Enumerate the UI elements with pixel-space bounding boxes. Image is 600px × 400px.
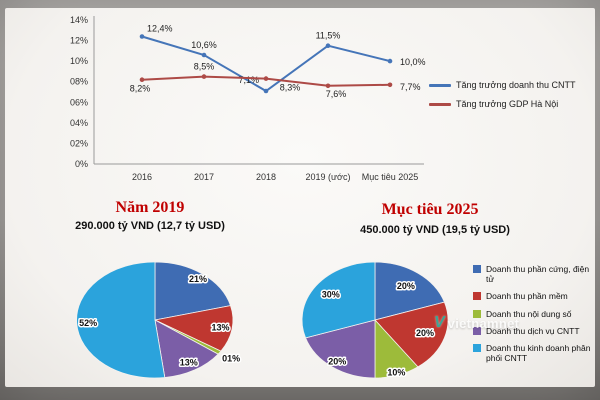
- data-point-marker: [387, 82, 393, 88]
- data-point-marker: [201, 52, 207, 58]
- pie-slice: [154, 319, 219, 378]
- pie-slice-label: 20%: [397, 281, 415, 291]
- y-tick-label: 0%: [75, 159, 88, 169]
- line-legend-label: Tăng trưởng doanh thu CNTT: [456, 80, 576, 90]
- line-legend-swatch: [429, 83, 451, 87]
- data-point-label: 8,5%: [194, 62, 215, 72]
- data-point-marker: [139, 34, 145, 39]
- line-legend-item: Tăng trưởng doanh thu CNTT: [429, 80, 575, 90]
- pie-legend-item: Doanh thu dịch vụ CNTT: [473, 326, 599, 336]
- data-point-marker: [263, 76, 269, 81]
- pie-slice: [301, 261, 376, 339]
- pie-2019-svg: 21% 13% 01% 13% 52%: [76, 261, 242, 379]
- pie-legend-label: Doanh thu phần cứng, điện tử: [486, 264, 590, 285]
- x-category-label: Mục tiêu 2025: [362, 172, 419, 182]
- pie-slice-label: 52%: [79, 318, 97, 328]
- line-legend-label: Tăng trưởng GDP Hà Nội: [456, 99, 559, 109]
- pie-legend-item: Doanh thu kinh doanh phân phối CNTT: [473, 343, 599, 363]
- pie-slice: [374, 301, 449, 368]
- data-point-marker: [201, 74, 207, 79]
- pie-slice: [305, 319, 376, 379]
- line-chart-svg: 14% 12% 10% 08% 06% 04% 02% 0% 2016 2017 2018 2019 …: [70, 15, 426, 182]
- pie-slice-label: 13%: [211, 323, 229, 333]
- pie-slice-label: 13%: [180, 357, 198, 367]
- y-tick-label: 14%: [70, 15, 88, 25]
- line-legend-item: Tăng trưởng GDP Hà Nội: [429, 99, 569, 109]
- pie-legend-label: Doanh thu kinh doanh phân phối CNTT: [486, 342, 591, 364]
- y-tick-label: 02%: [70, 138, 88, 148]
- pie-2019-subtitle: 290.000 tỷ VND (12,7 tỷ USD): [75, 220, 225, 232]
- data-point-marker: [325, 43, 331, 48]
- pie-slice-label: 01%: [222, 354, 240, 364]
- pie-slice-label: 30%: [322, 289, 340, 299]
- data-point-label: 7,6%: [326, 89, 347, 99]
- pie-legend: Doanh thu phần cứng, điện tử Doanh thu ph…: [473, 264, 599, 370]
- pie-legend-item: Doanh thu phần cứng, điện tử: [473, 264, 599, 284]
- line-chart-legend: Tăng trưởng doanh thu CNTT Tăng trưởng GD…: [429, 80, 575, 118]
- data-point-marker: [325, 83, 331, 89]
- pie-2019-title: Năm 2019: [115, 199, 185, 216]
- y-tick-label: 06%: [70, 97, 88, 107]
- data-point-label: 8,2%: [130, 84, 151, 94]
- pie-legend-item: Doanh thu nội dung số: [473, 309, 599, 319]
- data-point-marker: [139, 77, 145, 82]
- x-category-label: 2016: [132, 172, 152, 182]
- pie-legend-swatch: [473, 343, 481, 352]
- data-point-marker: [387, 58, 393, 64]
- slide: 14% 12% 10% 08% 06% 04% 02% 0% 2016 2017 2018 2019 …: [5, 8, 595, 387]
- pie-legend-swatch: [473, 292, 481, 301]
- pie-slice-label: 10%: [387, 367, 405, 377]
- data-point-label: 7,7%: [400, 82, 421, 92]
- y-tick-label: 04%: [70, 118, 88, 128]
- pie-legend-label: Doanh thu phần mềm: [486, 291, 568, 302]
- x-category-label: 2017: [194, 172, 214, 182]
- data-point-label: 10,6%: [191, 40, 217, 50]
- pie-2025-subtitle: 450.000 tỷ VND (19,5 tỷ USD): [360, 224, 510, 236]
- pie-slice: [154, 261, 232, 321]
- pie-slice: [76, 261, 166, 379]
- pie-legend-swatch: [473, 326, 481, 335]
- x-category-label: 2018: [256, 172, 276, 182]
- pie-legend-item: Doanh thu phần mềm: [473, 291, 599, 301]
- y-tick-label: 08%: [70, 77, 88, 87]
- data-point-label: 10,0%: [400, 57, 426, 67]
- pie-slice-label: 20%: [328, 356, 346, 366]
- y-tick-label: 12%: [70, 36, 88, 46]
- y-tick-label: 10%: [70, 56, 88, 66]
- data-point-label: 11,5%: [316, 31, 341, 41]
- data-point-label: 7,1%: [238, 75, 259, 85]
- series-line: [141, 35, 391, 93]
- line-legend-swatch: [429, 102, 451, 106]
- pie-legend-swatch: [473, 265, 481, 273]
- pie-2025-svg: 20% 20% 10% 20% 30%: [301, 261, 449, 379]
- pie-legend-swatch: [473, 309, 481, 318]
- pie-slice-label: 21%: [189, 274, 207, 284]
- pie-legend-label: Doanh thu dịch vụ CNTT: [486, 325, 580, 336]
- data-point-marker: [263, 88, 269, 94]
- pie-slice-label: 20%: [416, 328, 434, 338]
- data-point-label: 12,4%: [147, 24, 173, 34]
- pie-slice: [153, 305, 234, 352]
- pie-2025-title: Mục tiêu 2025: [381, 201, 479, 218]
- pie-slice: [374, 261, 445, 321]
- data-point-label: 8,3%: [280, 83, 301, 93]
- x-category-label: 2019 (ước): [306, 172, 351, 182]
- pie-legend-label: Doanh thu nội dung số: [486, 308, 572, 319]
